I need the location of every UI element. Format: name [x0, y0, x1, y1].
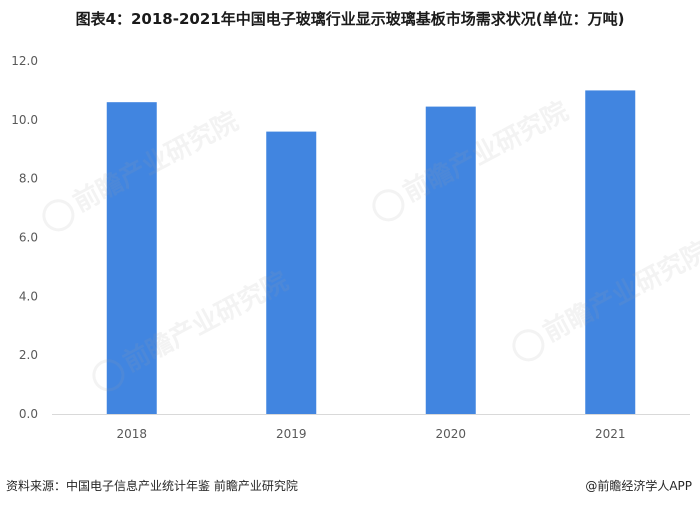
source-note: 资料来源：中国电子信息产业统计年鉴 前瞻产业研究院 [6, 479, 298, 493]
y-axis: 0.0 2.0 4.0 6.0 8.0 10.0 12.0 [11, 54, 38, 421]
y-tick-label: 12.0 [11, 54, 38, 68]
x-tick-label: 2021 [595, 427, 626, 441]
x-tick-label: 2020 [435, 427, 466, 441]
bar-2018 [106, 102, 157, 414]
x-axis: 2018 2019 2020 2021 [116, 427, 625, 441]
x-tick-label: 2019 [276, 427, 307, 441]
y-tick-label: 8.0 [19, 172, 38, 186]
bars [106, 90, 636, 415]
y-tick-label: 0.0 [19, 407, 38, 421]
bar-2020 [425, 106, 476, 415]
y-tick-label: 10.0 [11, 113, 38, 127]
y-tick-label: 4.0 [19, 289, 38, 303]
x-tick-label: 2018 [116, 427, 147, 441]
y-tick-label: 2.0 [19, 348, 38, 362]
y-tick-label: 6.0 [19, 231, 38, 245]
brand-credit: @前瞻经济学人APP [585, 479, 692, 493]
bar-2021 [585, 90, 636, 415]
bar-2019 [266, 131, 317, 414]
chart-title: 图表4：2018-2021年中国电子玻璃行业显示玻璃基板市场需求状况(单位：万吨… [75, 10, 625, 28]
